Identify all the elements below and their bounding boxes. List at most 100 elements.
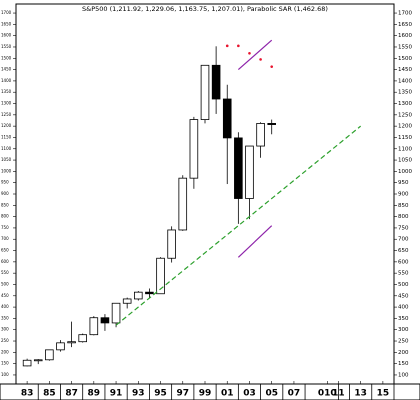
y-tick-label: 1100 [398,146,412,152]
candle-body [167,229,176,259]
candle-body [122,298,132,304]
y-tick-label: 1650 [398,22,412,28]
y-tick-label: 1150 [1,134,12,139]
y-tick-label: 1050 [1,157,12,162]
candle-body [178,177,188,231]
y-tick-label: 1400 [1,78,12,83]
y-tick-label: 1600 [1,33,12,38]
y-tick-label: 350 [398,316,409,322]
trend-line [115,125,362,326]
y-tick-label: 600 [398,259,409,265]
candle-body [89,317,99,336]
y-tick-label: 500 [398,282,409,288]
plot-frame [15,3,395,385]
y-tick-label: 1250 [1,112,12,117]
x-tick-label: 97 [176,389,189,399]
candle-body [245,145,254,199]
y-tick-label: 1700 [398,11,412,17]
y-tick-label: 1700 [1,10,12,15]
x-tick-label: 13 [354,389,367,399]
y-tick-label: 300 [398,327,409,333]
y-tick-label: 550 [1,270,9,275]
y-tick-label: 650 [398,248,409,254]
y-tick-label: 250 [1,338,9,343]
y-tick-label: 200 [398,350,409,356]
candle-body [22,359,32,367]
y-tick-label: 450 [398,293,409,299]
y-tick-label: 950 [1,180,9,185]
candle-body [56,342,65,351]
y-tick-label: 1300 [398,101,412,107]
candle-body [200,64,210,120]
y-tick-label: 350 [1,315,9,320]
y-tick-label: 1200 [398,124,412,130]
y-tick-label: 450 [1,293,9,298]
y-tick-label: 300 [1,327,9,332]
x-tick-label: 89 [88,389,101,399]
y-tick-label: 550 [398,271,409,277]
x-tick-label: 010 [318,389,337,399]
x-tick-label: 07 [288,389,301,399]
y-tick-label: 1000 [1,168,12,173]
candle-body [100,317,110,324]
y-tick-label: 850 [398,203,409,209]
x-tick-label: 99 [199,389,212,399]
y-tick-label: 750 [398,225,409,231]
y-tick-label: 700 [398,237,409,243]
candle-body [156,257,165,295]
y-tick-label: 150 [398,361,409,367]
x-tick-label: 03 [243,389,256,399]
y-tick-label: 1200 [1,123,12,128]
candle-body [267,123,276,125]
y-tick-label: 500 [1,281,9,286]
y-tick-label: 650 [1,248,9,253]
candle-body [256,123,265,147]
sar-dot [259,58,262,61]
y-tick-label: 1450 [1,67,12,72]
y-tick-label: 400 [1,304,9,309]
y-tick-label: 200 [1,349,9,354]
y-tick-label: 600 [1,259,9,264]
candle-body [211,64,221,100]
y-tick-label: 1600 [398,33,412,39]
candle-body [78,334,87,343]
y-tick-label: 1300 [1,101,12,106]
trend-line [237,225,273,258]
chart-title: S&P500 (1,211.92, 1,229.06, 1,163.75, 1,… [82,5,328,13]
x-tick-label: 05 [265,389,278,399]
x-tick-label: 11 [332,389,345,399]
y-tick-label: 1100 [1,146,12,151]
candle-body [45,349,54,361]
candle-body [67,341,76,344]
y-tick-label: 400 [398,305,409,311]
y-tick-label: 1450 [398,67,412,73]
candle-body [145,291,154,295]
y-tick-label: 1350 [1,89,12,94]
y-tick-label: 1150 [398,135,412,141]
x-tick-label: 87 [65,389,78,399]
y-tick-label: 900 [398,192,409,198]
y-tick-label: 1550 [398,44,412,50]
y-tick-label: 1650 [1,21,12,26]
candle-body [134,291,143,300]
x-tick-label: 95 [154,389,167,399]
candle-body [234,137,243,199]
x-tick-label: 01 [221,389,234,399]
y-tick-label: 900 [1,191,9,196]
candle-body [189,119,199,179]
y-tick-label: 950 [398,180,409,186]
y-tick-label: 700 [1,236,9,241]
y-tick-label: 1550 [1,44,12,49]
sar-dot [270,65,274,68]
y-tick-label: 1250 [398,112,412,118]
x-tick-label: 91 [110,389,123,399]
y-tick-label: 100 [398,372,409,378]
y-tick-label: 1050 [398,158,412,164]
sar-dot [225,44,229,48]
y-tick-label: 1500 [1,55,12,60]
y-tick-label: 1350 [398,90,412,96]
sar-dot [248,52,251,55]
trend-line [237,39,273,71]
y-tick-label: 800 [398,214,409,220]
